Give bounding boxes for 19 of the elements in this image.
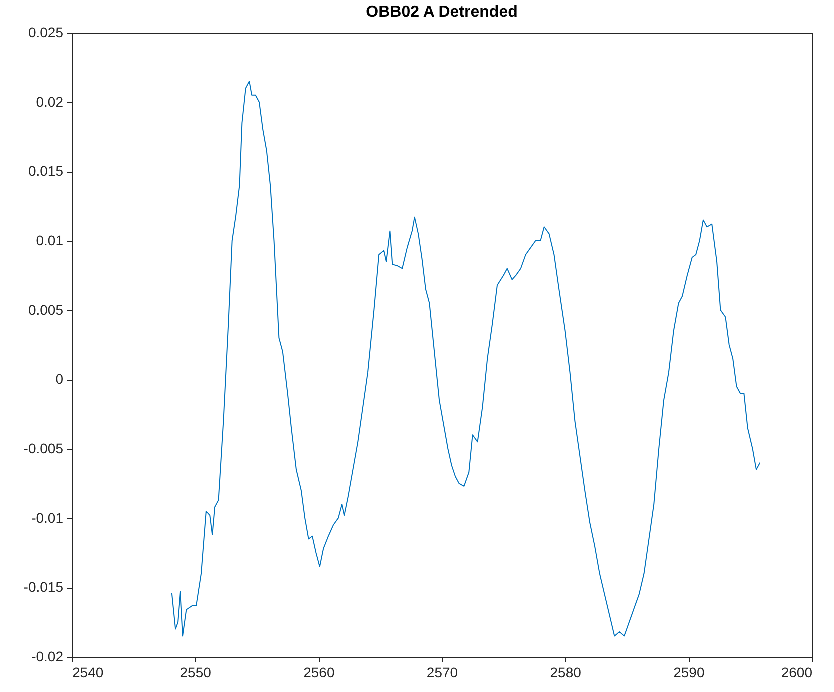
line-series [171, 81, 761, 637]
x-tick-label: 2540 [72, 664, 104, 680]
x-tick-label: 2590 [674, 664, 705, 680]
y-tick-label: 0.015 [28, 163, 64, 180]
y-tick-label: 0.02 [36, 94, 64, 110]
y-tick-label: 0.025 [28, 24, 64, 40]
y-tick-label: -0.005 [24, 440, 64, 456]
x-tick-label: 2580 [550, 664, 582, 680]
y-tick-label: 0 [56, 371, 64, 388]
chart-title: OBB02 A Detrended [366, 4, 518, 21]
x-tick-label: 2570 [426, 664, 458, 680]
x-tick-label: 2560 [304, 664, 335, 680]
y-tick-label: -0.01 [32, 510, 64, 526]
y-tick-label: -0.02 [32, 648, 64, 664]
y-tick-label: 0.005 [28, 302, 64, 318]
x-tick-label: 2600 [781, 664, 813, 680]
y-tick-label: 0.01 [36, 232, 64, 248]
y-tick-label: -0.015 [24, 579, 64, 596]
x-tick-label: 2550 [180, 664, 212, 680]
